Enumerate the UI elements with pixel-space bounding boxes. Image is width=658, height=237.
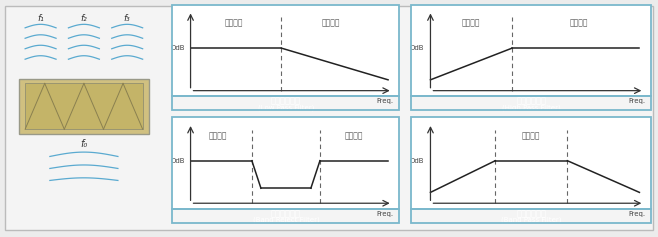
Bar [25, 83, 143, 129]
Text: OdB: OdB [410, 45, 424, 51]
Text: f₂: f₂ [80, 14, 88, 23]
Text: 저역통과필터: 저역통과필터 [271, 97, 301, 106]
Text: 저지대역: 저지대역 [322, 18, 341, 27]
Text: f₀: f₀ [80, 140, 88, 150]
Text: f₁: f₁ [38, 14, 44, 23]
Text: 통과대역: 통과대역 [209, 131, 227, 140]
Text: Freq.: Freq. [376, 98, 393, 104]
Text: 통과대역: 통과대역 [522, 131, 541, 140]
Text: 저지대역: 저지대역 [462, 18, 480, 27]
Text: Freq.: Freq. [376, 211, 393, 217]
Text: 고역통과필터: 고역통과필터 [517, 97, 546, 106]
Text: 대역저지필터: 대역저지필터 [271, 209, 301, 218]
Text: f₃: f₃ [124, 14, 130, 23]
Text: 통과대역: 통과대역 [570, 18, 589, 27]
Text: (Band Pass Filter): (Band Pass Filter) [501, 217, 561, 223]
Text: OdB: OdB [410, 158, 424, 164]
Text: 통과대역: 통과대역 [224, 18, 243, 27]
Text: Freq.: Freq. [628, 211, 645, 217]
Text: OdB: OdB [170, 158, 185, 164]
Text: 통과대역: 통과대역 [345, 131, 363, 140]
Text: Freq.: Freq. [628, 98, 645, 104]
Text: (Band Reject Filter): (Band Reject Filter) [253, 217, 319, 223]
Text: (Low Pass Filter): (Low Pass Filter) [258, 104, 314, 111]
Text: 대역통과필터: 대역통과필터 [517, 209, 546, 218]
Text: (High Pass Filter): (High Pass Filter) [502, 104, 561, 111]
Text: OdB: OdB [170, 45, 185, 51]
Bar [19, 79, 149, 134]
